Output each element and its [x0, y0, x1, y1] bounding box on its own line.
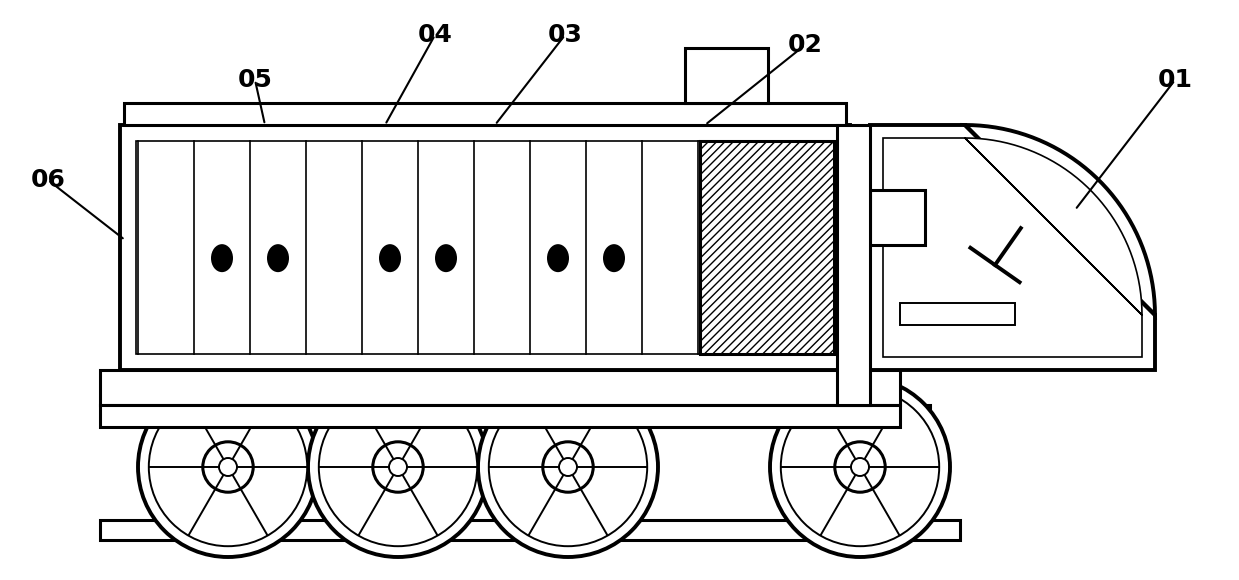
Ellipse shape	[546, 244, 569, 272]
Ellipse shape	[435, 244, 457, 272]
Text: 03: 03	[548, 23, 582, 47]
Circle shape	[149, 388, 307, 546]
Text: 04: 04	[418, 23, 452, 47]
Circle shape	[318, 388, 477, 546]
Circle shape	[851, 458, 869, 476]
Circle shape	[543, 442, 593, 492]
Bar	[900, 303, 1015, 325]
Bar	[120, 125, 850, 370]
Circle shape	[138, 377, 318, 557]
Bar	[870, 190, 926, 245]
Circle shape	[769, 377, 950, 557]
Text: 06: 06	[31, 168, 66, 192]
Polygon shape	[883, 138, 1142, 357]
Circle shape	[489, 388, 647, 546]
Circle shape	[309, 377, 488, 557]
Bar	[100, 405, 900, 427]
Circle shape	[781, 388, 939, 546]
Ellipse shape	[266, 244, 289, 272]
Bar	[838, 125, 870, 405]
Bar	[685, 48, 768, 103]
Ellipse shape	[379, 244, 401, 272]
Text: 02: 02	[788, 33, 823, 57]
Circle shape	[559, 458, 577, 476]
Bar	[700, 141, 834, 354]
Circle shape	[478, 377, 658, 557]
Circle shape	[373, 442, 424, 492]
Circle shape	[389, 458, 406, 476]
Bar	[100, 370, 900, 405]
Circle shape	[835, 442, 885, 492]
Bar	[800, 405, 930, 435]
Bar	[124, 103, 846, 125]
Bar	[136, 141, 834, 354]
Text: 05: 05	[238, 68, 273, 92]
Text: 01: 01	[1157, 68, 1192, 92]
Ellipse shape	[211, 244, 233, 272]
Bar	[100, 520, 960, 540]
Bar	[147, 405, 633, 435]
Polygon shape	[870, 125, 1155, 370]
Circle shape	[203, 442, 253, 492]
Ellipse shape	[603, 244, 624, 272]
Circle shape	[219, 458, 237, 476]
